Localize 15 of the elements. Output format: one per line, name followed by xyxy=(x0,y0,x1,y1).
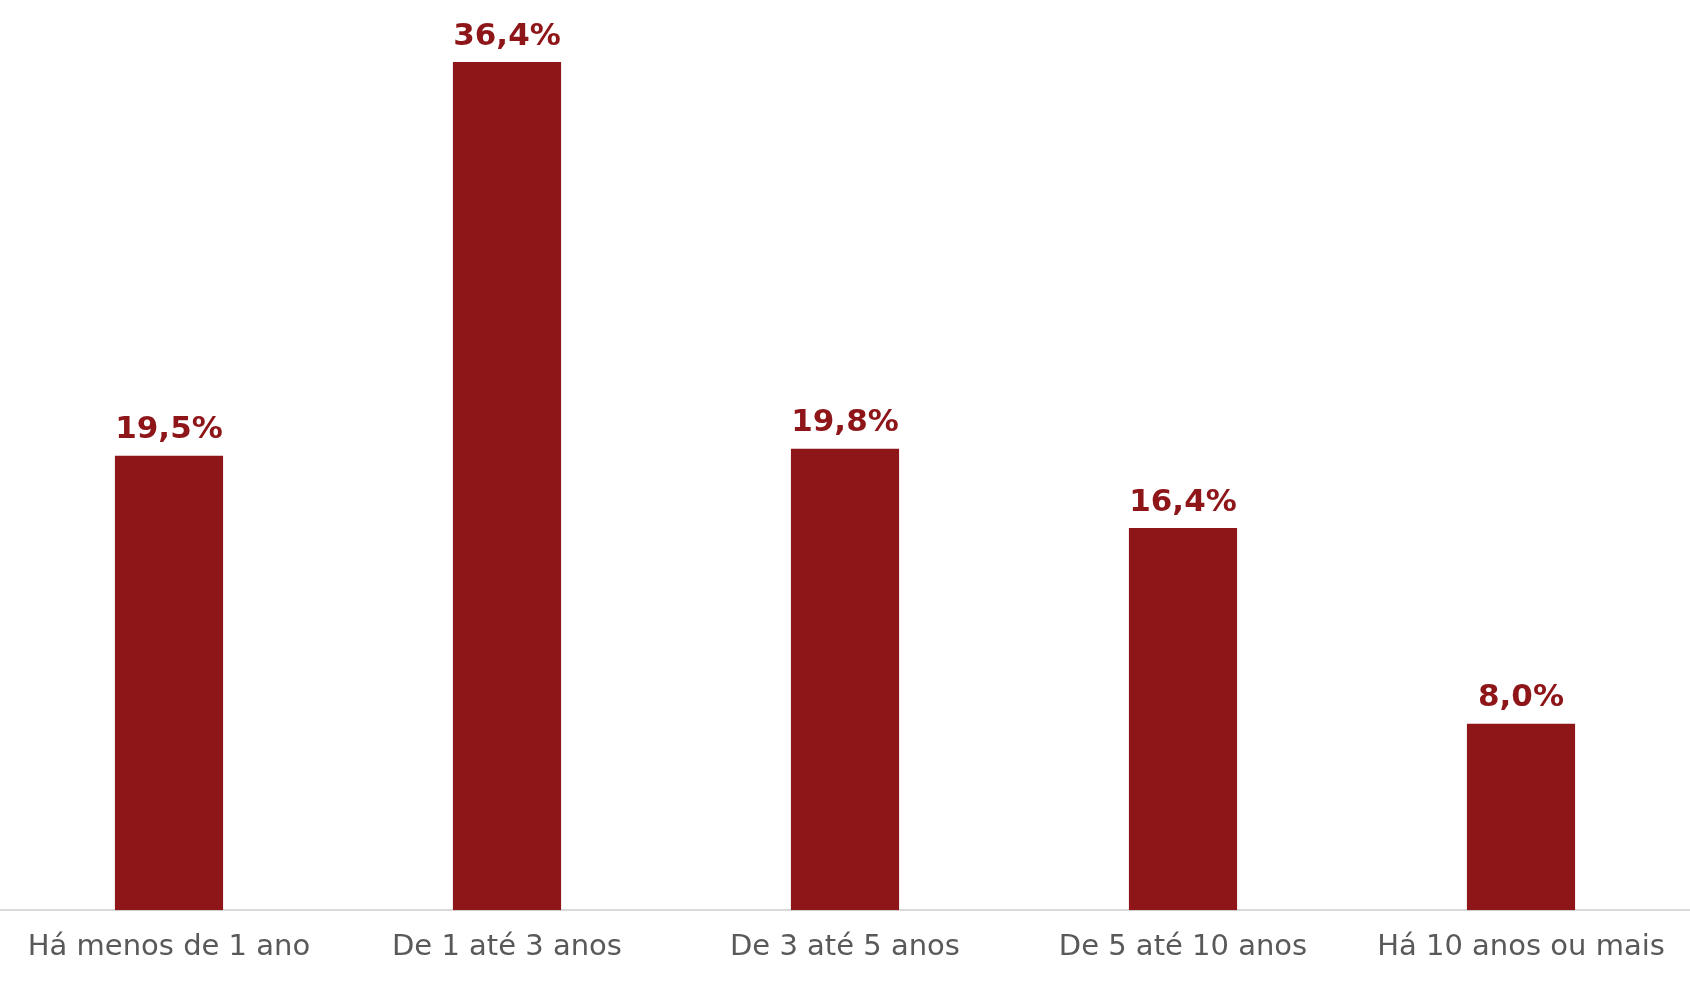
x-tick-label: Há menos de 1 ano xyxy=(27,928,311,963)
bar xyxy=(1128,528,1238,911)
data-label: 36,4% xyxy=(453,15,561,52)
bar xyxy=(452,62,562,911)
x-tick-label: De 5 até 10 anos xyxy=(1058,928,1308,963)
data-label: 19,8% xyxy=(791,402,899,439)
data-label: 8,0% xyxy=(1478,677,1564,714)
x-tick-label: Há 10 anos ou mais xyxy=(1377,928,1665,963)
bar xyxy=(1466,723,1576,911)
bar xyxy=(790,448,900,911)
x-tick-label: De 3 até 5 anos xyxy=(730,928,960,963)
bar xyxy=(114,455,224,911)
data-label: 16,4% xyxy=(1129,481,1237,518)
x-tick-label: De 1 até 3 anos xyxy=(392,928,622,963)
data-label: 19,5% xyxy=(115,409,223,446)
